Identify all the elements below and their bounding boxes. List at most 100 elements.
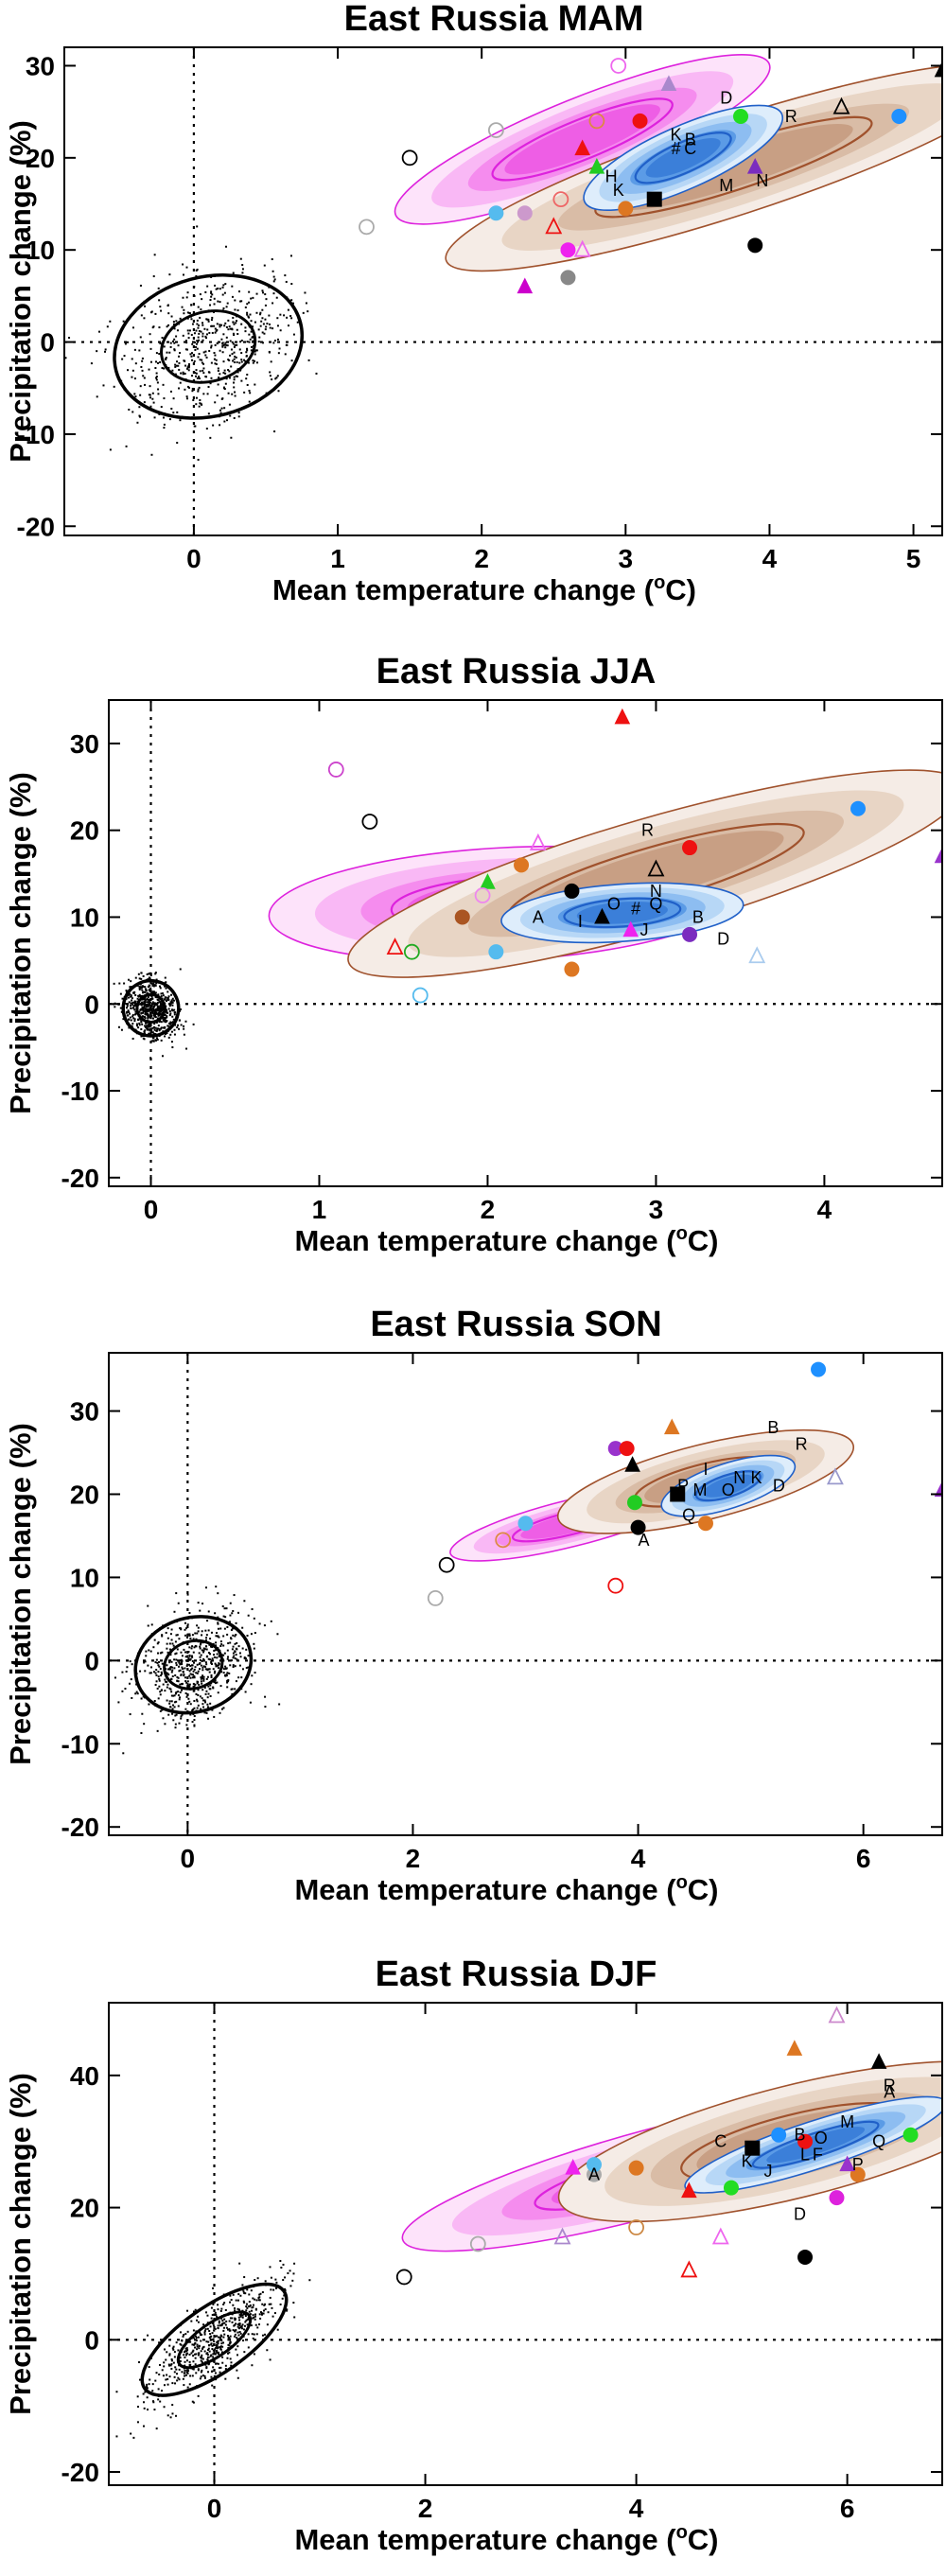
control-point [173, 348, 176, 351]
control-point [244, 2292, 247, 2295]
control-point [159, 1009, 162, 1012]
control-point [232, 1634, 235, 1637]
control-point [184, 1708, 187, 1710]
control-point [149, 1007, 152, 1009]
control-point [213, 358, 216, 360]
control-point [186, 367, 189, 370]
control-point [176, 1648, 179, 1651]
control-point [210, 377, 213, 379]
control-point [128, 992, 131, 995]
model-marker-5 [624, 1456, 640, 1472]
control-point [136, 1692, 139, 1695]
control-point [214, 2362, 217, 2365]
control-point [180, 1008, 183, 1011]
control-point [131, 1023, 134, 1025]
control-point [237, 412, 240, 414]
control-point [181, 1713, 184, 1716]
model-letter: B [692, 907, 704, 926]
control-point [177, 344, 180, 347]
control-point [143, 986, 146, 989]
control-point [253, 2353, 255, 2356]
control-point [156, 1012, 159, 1015]
control-point [236, 1611, 239, 1614]
control-point [221, 342, 224, 344]
control-point [192, 2337, 195, 2339]
control-point [160, 1005, 163, 1008]
control-point [166, 1651, 169, 1654]
control-point [197, 1704, 200, 1707]
control-point [242, 2313, 245, 2316]
control-point [166, 1015, 168, 1018]
control-point [166, 998, 169, 1001]
control-point [156, 1652, 159, 1655]
control-point [209, 1645, 212, 1648]
control-point [181, 2339, 184, 2341]
control-point [210, 1674, 213, 1676]
control-point [176, 1679, 179, 1682]
control-point [171, 1001, 174, 1004]
model-letter: N [756, 171, 768, 190]
y-tick-label: 10 [26, 236, 55, 265]
control-point [203, 2376, 206, 2379]
control-point [210, 361, 213, 364]
control-point [264, 304, 267, 307]
control-point [156, 1027, 159, 1030]
control-point [184, 1676, 186, 1679]
model-marker-3 [797, 2249, 814, 2265]
control-point [264, 318, 267, 321]
plot-frame [108, 2002, 943, 2486]
control-point [158, 985, 161, 988]
control-point [226, 1633, 229, 1636]
model-marker-2 [361, 814, 378, 830]
control-point [217, 383, 219, 386]
control-point [213, 2374, 216, 2377]
control-point [191, 1667, 194, 1670]
control-point [254, 2318, 256, 2321]
control-point [141, 1007, 144, 1009]
model-marker-9 [697, 1516, 713, 1532]
control-point [192, 1685, 195, 1688]
control-point [245, 351, 248, 354]
control-point [184, 2354, 187, 2357]
control-point [202, 362, 205, 365]
control-point [181, 1663, 184, 1666]
control-point [231, 353, 234, 356]
control-point [277, 352, 280, 355]
control-point [164, 1678, 166, 1681]
control-point [246, 1634, 249, 1637]
control-point [190, 1647, 193, 1650]
y-tick-label: 20 [70, 816, 99, 846]
control-point [162, 1683, 165, 1686]
control-point [164, 1723, 166, 1726]
control-point [206, 285, 209, 288]
control-point [147, 2334, 149, 2337]
control-point [124, 342, 127, 345]
model-letter: Q [649, 895, 662, 914]
control-point [213, 324, 216, 327]
control-point [163, 345, 166, 348]
control-point [131, 1663, 133, 1666]
control-point [180, 1627, 183, 1630]
control-point [287, 324, 289, 327]
control-point [147, 2409, 149, 2411]
control-point [159, 1005, 162, 1008]
model-marker-4 [680, 2260, 698, 2278]
control-point [173, 2375, 176, 2378]
control-point [277, 390, 280, 393]
control-point [144, 1670, 147, 1673]
control-point [170, 1694, 173, 1697]
control-point [269, 2296, 272, 2299]
control-point [170, 1638, 173, 1641]
control-point [138, 1022, 141, 1025]
control-point [201, 1634, 203, 1637]
control-point [193, 1724, 196, 1726]
control-point [133, 1018, 136, 1021]
control-point [264, 328, 267, 331]
control-point [190, 304, 193, 307]
control-point [227, 2339, 230, 2341]
control-point [155, 2427, 158, 2430]
control-point [214, 2327, 217, 2330]
control-point [196, 1700, 199, 1703]
control-point [162, 1717, 165, 1720]
